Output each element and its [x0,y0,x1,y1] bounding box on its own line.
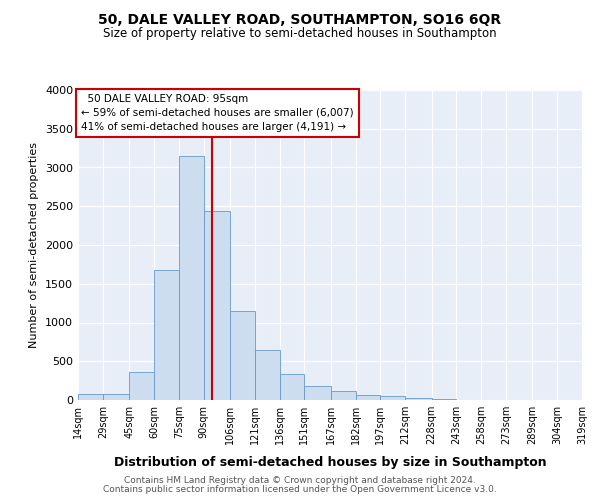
Text: Contains public sector information licensed under the Open Government Licence v3: Contains public sector information licen… [103,484,497,494]
Bar [129,372,154,400]
Bar [280,374,304,400]
Text: Size of property relative to semi-detached houses in Southampton: Size of property relative to semi-detach… [103,28,497,40]
Bar [431,399,457,400]
Bar [356,396,380,400]
Text: 50, DALE VALLEY ROAD, SOUTHAMPTON, SO16 6QR: 50, DALE VALLEY ROAD, SOUTHAMPTON, SO16 … [98,12,502,26]
Text: Distribution of semi-detached houses by size in Southampton: Distribution of semi-detached houses by … [113,456,547,469]
Bar [380,396,405,400]
Bar [203,211,230,400]
Bar [78,394,103,400]
Bar [304,386,331,400]
Text: 50 DALE VALLEY ROAD: 95sqm  
← 59% of semi-detached houses are smaller (6,007)
4: 50 DALE VALLEY ROAD: 95sqm ← 59% of semi… [82,94,354,132]
Bar [103,394,129,400]
Bar [405,398,431,400]
Bar [331,390,356,400]
Bar [255,350,280,400]
Y-axis label: Number of semi-detached properties: Number of semi-detached properties [29,142,40,348]
Bar [179,156,203,400]
Text: Contains HM Land Registry data © Crown copyright and database right 2024.: Contains HM Land Registry data © Crown c… [124,476,476,485]
Bar [154,270,179,400]
Bar [230,311,255,400]
